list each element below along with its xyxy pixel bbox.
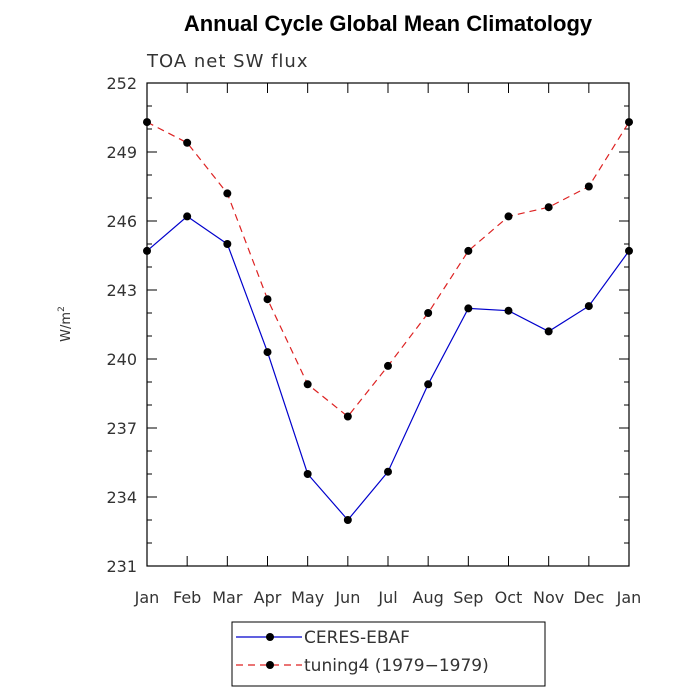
series-line <box>146 121 630 418</box>
data-point <box>424 309 433 317</box>
x-tick-label: Jan <box>616 588 642 607</box>
data-point <box>504 306 513 315</box>
legend-box <box>231 621 546 687</box>
x-tick-label: Jan <box>134 588 160 607</box>
y-axis-ticks <box>147 82 629 567</box>
y-tick-label: 240 <box>106 350 137 369</box>
y-tick-label: 246 <box>106 212 137 231</box>
data-point <box>223 189 232 198</box>
x-tick-label: Aug <box>413 588 444 607</box>
data-point <box>584 182 593 191</box>
data-point <box>223 240 232 248</box>
data-point <box>263 295 272 304</box>
x-tick-label: Sep <box>453 588 483 607</box>
data-point <box>343 412 352 421</box>
data-point <box>544 203 553 212</box>
plot-frame <box>146 82 630 567</box>
data-point <box>584 302 593 311</box>
legend-entry: tuning4 (1979−1979) <box>236 656 489 676</box>
legend-marker <box>266 661 274 669</box>
x-tick-label: Oct <box>495 588 523 607</box>
legend: CERES-EBAF tuning4 (1979−1979) <box>231 621 546 687</box>
y-tick-label: 249 <box>106 143 137 162</box>
data-point <box>183 138 192 147</box>
y-tick-label: 252 <box>106 74 137 93</box>
series-layer <box>143 118 633 524</box>
data-point <box>464 304 473 313</box>
y-axis-tick-labels: 231 234 237 240 243 246 249 252 <box>106 74 137 576</box>
y-axis-label-exponent: 2 <box>57 306 67 312</box>
x-tick-label: Feb <box>173 588 201 607</box>
chart-subtitle: TOA net SW flux <box>146 51 309 72</box>
y-axis-label-unit: W/m <box>59 312 74 342</box>
chart-title: Annual Cycle Global Mean Climatology <box>184 11 593 36</box>
x-tick-label: Mar <box>212 588 243 607</box>
data-point <box>183 212 192 221</box>
data-point <box>424 380 433 389</box>
legend-label: CERES-EBAF <box>304 628 410 648</box>
x-tick-label: Nov <box>533 588 564 607</box>
data-point <box>143 246 151 255</box>
x-tick-label: Jul <box>377 588 397 607</box>
legend-marker <box>266 633 274 641</box>
x-axis-ticks <box>146 83 630 566</box>
y-tick-label: 243 <box>106 281 137 300</box>
data-point <box>303 470 312 478</box>
x-tick-label: May <box>291 588 324 607</box>
y-tick-label: 231 <box>106 557 137 576</box>
data-point <box>464 246 473 255</box>
y-tick-label: 234 <box>106 488 137 507</box>
data-point <box>544 327 553 336</box>
series-1 <box>143 118 633 421</box>
data-point <box>625 246 633 255</box>
x-axis-tick-labels: Jan Feb Mar Apr May Jun Jul Aug Sep Oct Nov Dec Jan <box>134 588 642 607</box>
data-point <box>504 212 513 221</box>
x-tick-label: Dec <box>573 588 604 607</box>
legend-entry: CERES-EBAF <box>236 628 410 648</box>
y-tick-label: 237 <box>106 419 137 438</box>
x-tick-label: Apr <box>254 588 282 607</box>
legend-entries: CERES-EBAF tuning4 (1979−1979) <box>236 628 489 676</box>
legend-label: tuning4 (1979−1979) <box>304 656 489 676</box>
data-point <box>384 361 392 370</box>
data-point <box>143 118 151 127</box>
data-point <box>625 118 633 127</box>
data-point <box>384 467 392 476</box>
y-axis-label: W/m2 <box>57 306 74 342</box>
data-point <box>303 380 312 389</box>
data-point <box>263 348 272 357</box>
x-tick-label: Jun <box>334 588 360 607</box>
series-0 <box>143 212 633 524</box>
data-point <box>343 516 352 524</box>
